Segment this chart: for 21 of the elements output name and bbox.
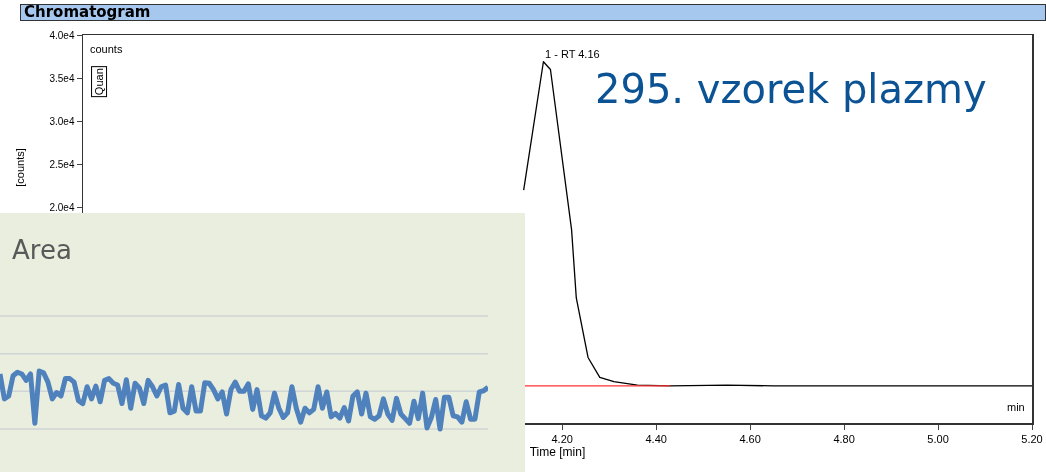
chart-title: Area	[12, 235, 72, 265]
y-tick-label: 3.0e4	[49, 115, 75, 127]
x-axis-title: Time [min]	[529, 444, 586, 459]
x-tick-label: 4.80	[833, 432, 855, 445]
annotation: counts	[90, 43, 123, 55]
y-tick-label: 2.5e4	[49, 158, 75, 170]
x-tick-label: 4.60	[739, 432, 761, 445]
x-tick-label: 5.00	[927, 432, 949, 445]
annotation: Quan	[93, 68, 106, 96]
x-tick-label: 4.20	[551, 432, 573, 445]
y-tick-label: 3.5e4	[49, 72, 75, 84]
line-series	[523, 61, 1032, 387]
chart-title: Chromatogram	[20, 3, 1046, 21]
x-tick-label: 4.40	[645, 432, 667, 445]
y-tick-label: 4.0e4	[49, 29, 75, 41]
x-tick-label: 5.20	[1021, 432, 1043, 445]
annotation: 1 - RT 4.16	[545, 48, 600, 60]
y-axis-title: [counts]	[13, 148, 26, 187]
annotation: min	[1007, 401, 1025, 413]
y-tick-label: 2.0e4	[49, 201, 75, 213]
annotation: 295. vzorek plazmy	[595, 66, 987, 112]
